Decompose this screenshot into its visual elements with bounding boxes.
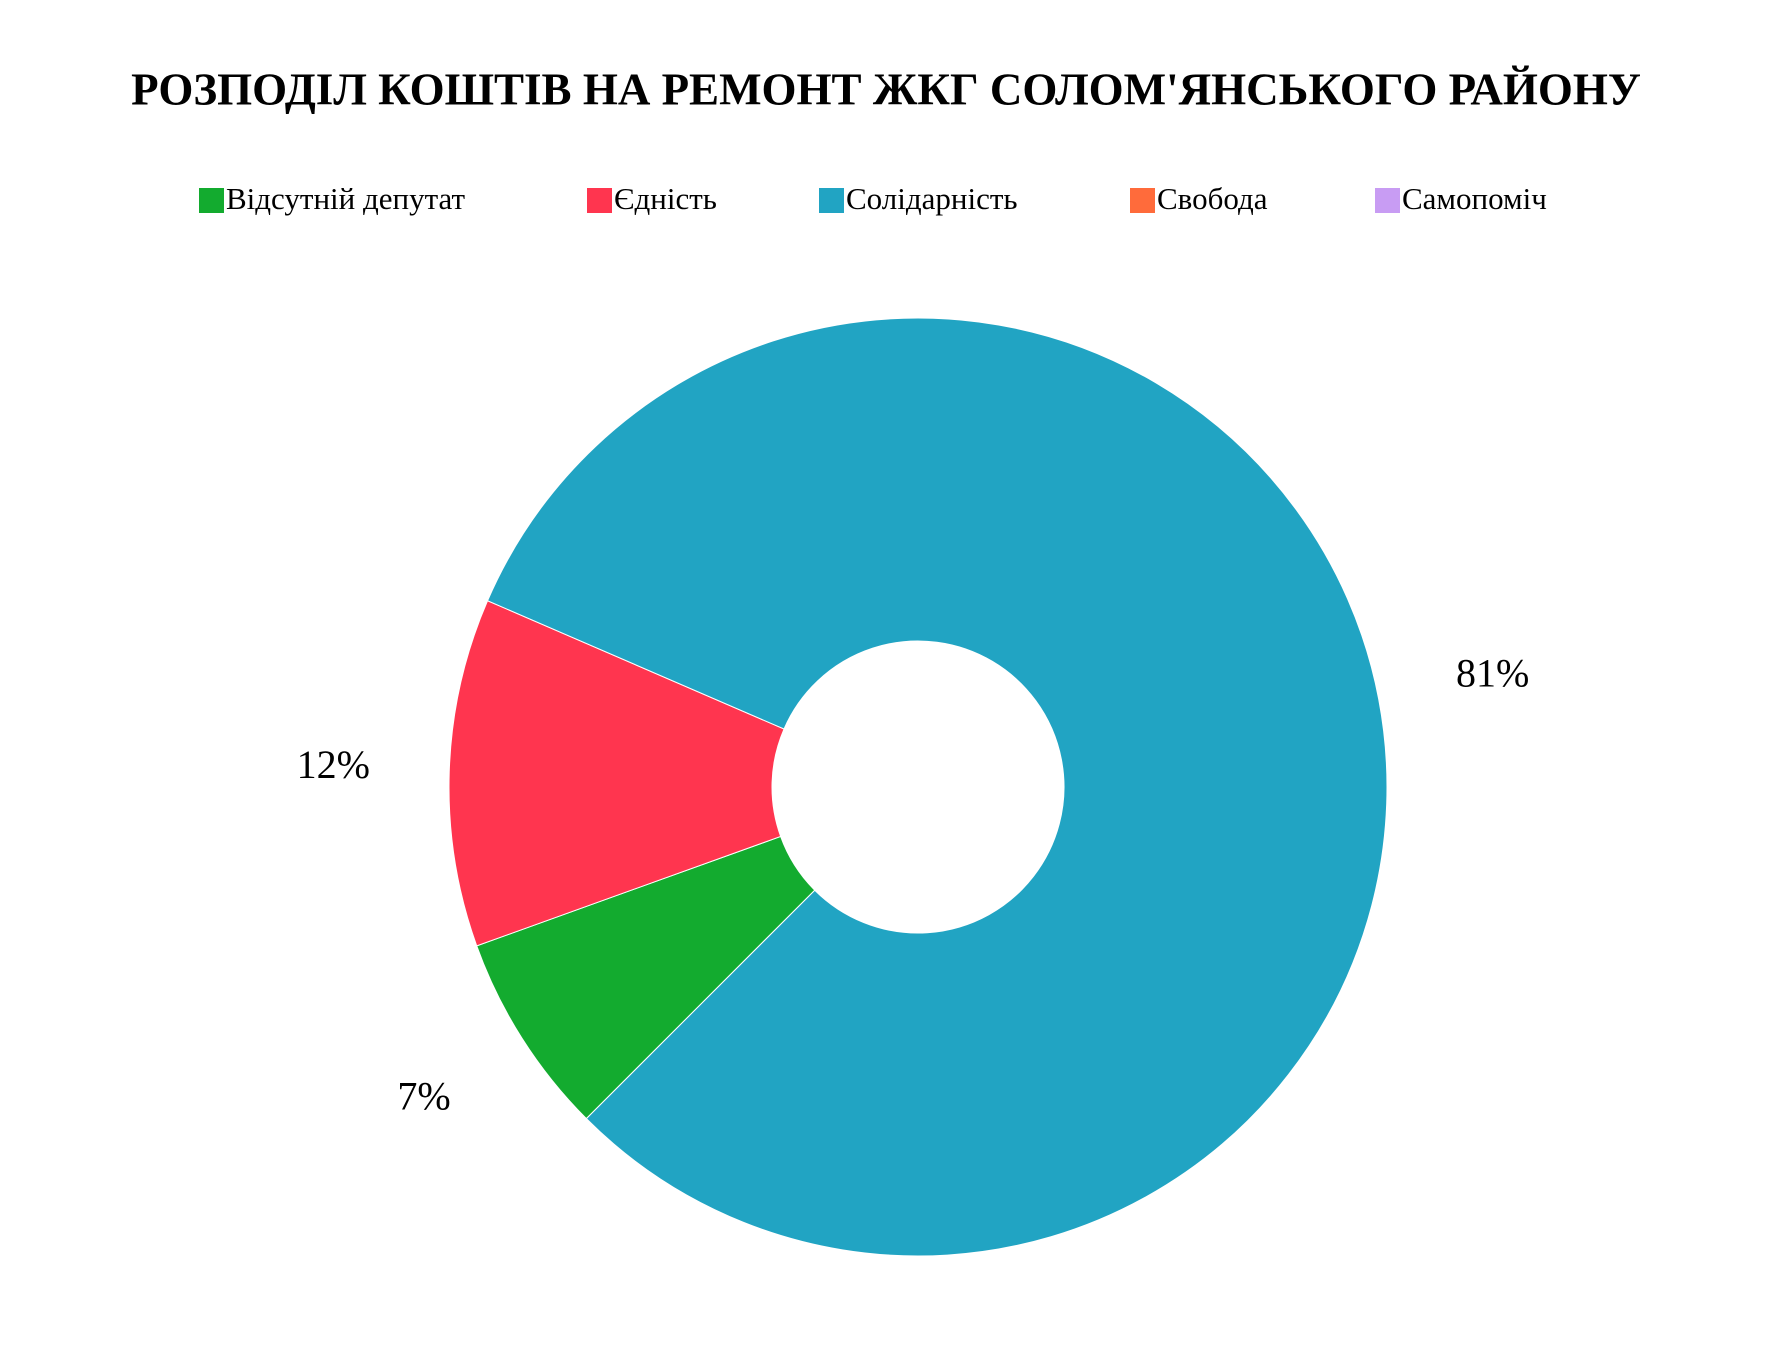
value-label: 81% xyxy=(1456,651,1529,696)
legend-swatch xyxy=(1130,188,1155,213)
legend-swatch xyxy=(199,188,224,213)
legend-label: Відсутній депутат xyxy=(226,181,466,216)
chart-title: РОЗПОДІЛ КОШТІВ НА РЕМОНТ ЖКГ СОЛОМ'ЯНСЬ… xyxy=(131,64,1641,114)
legend-label: Солідарність xyxy=(846,181,1018,216)
legend-label: Самопоміч xyxy=(1402,181,1547,216)
legend-swatch xyxy=(819,188,844,213)
slice xyxy=(448,600,785,947)
slice xyxy=(486,317,1388,1257)
legend-label: Єдність xyxy=(614,181,717,216)
value-label: 7% xyxy=(397,1074,450,1119)
legend-label: Свобода xyxy=(1157,181,1268,216)
legend-swatch xyxy=(587,188,612,213)
slice xyxy=(476,835,816,1120)
value-label: 12% xyxy=(297,742,370,787)
legend-swatch xyxy=(1375,188,1400,213)
